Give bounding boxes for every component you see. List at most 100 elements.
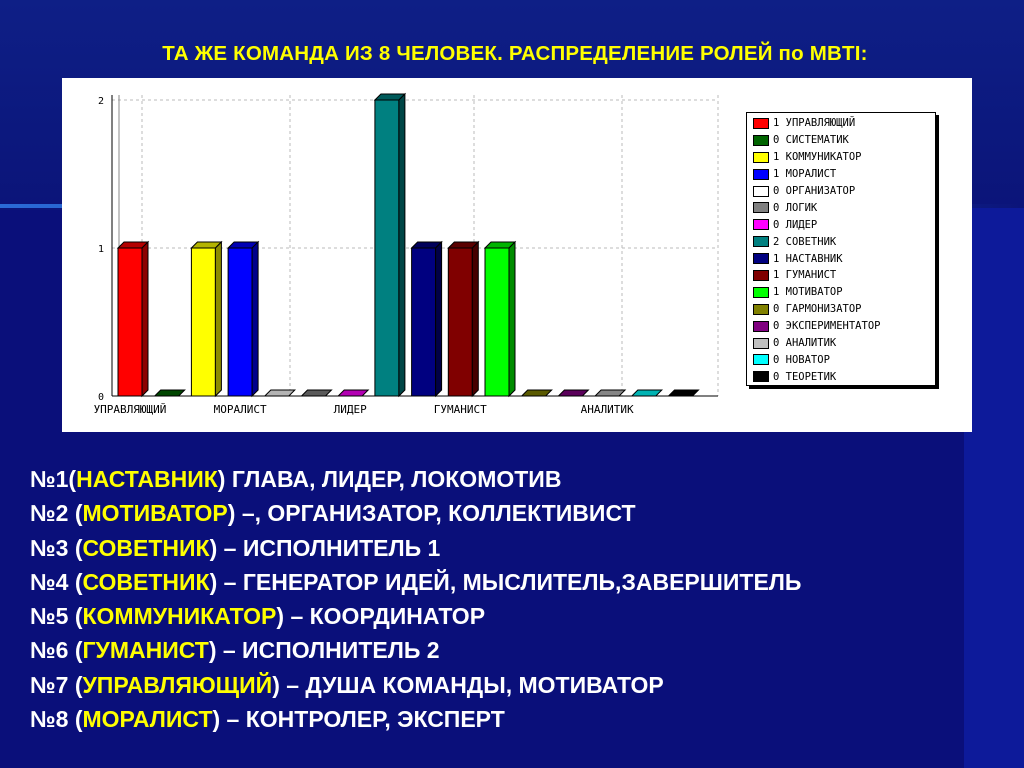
bar-top-ЛОГИК <box>300 389 333 397</box>
bar-top-АНАЛИТИК <box>593 389 627 397</box>
bar-top-СИСТЕМАТИК <box>153 389 186 397</box>
bar-side-УПРАВЛЯЮЩИЙ <box>141 240 149 398</box>
bar-chart: 0 1 2 УПРАВЛЯЮЩИЙ МОРАЛИСТ ЛИДЕР ГУМАНИСТ АНАЛИ… <box>94 92 719 416</box>
role-name: УПРАВЛЯЮЩИЙ <box>82 671 273 698</box>
role-line: №4 (СОВЕТНИК) – ГЕНЕРАТОР ИДЕЙ, МЫСЛИТЕЛ… <box>30 568 802 595</box>
bar-side-МОТИВАТОР <box>508 240 516 398</box>
legend-swatch <box>753 303 769 315</box>
bar-top-ЭКСПЕРИМЕНТАТОР <box>557 389 590 397</box>
legend-swatch <box>753 354 769 366</box>
legend-label: 1 МОТИВАТОР <box>773 286 843 299</box>
bar-УПРАВЛЯЮЩИЙ <box>117 247 143 397</box>
bar-ГУМАНИСТ <box>447 247 473 397</box>
role-line: №8 (МОРАЛИСТ) – КОНТРОЛЕР, ЭКСПЕРТ <box>30 706 505 733</box>
bar-МОРАЛИСТ <box>227 247 253 397</box>
background-right-panel <box>964 208 1024 768</box>
legend-swatch <box>753 371 769 383</box>
chart-legend: 1 УПРАВЛЯЮЩИЙ 0 СИСТЕМАТИК 1 КОММУНИКАТОР 1… <box>746 112 936 386</box>
legend-item: 1 МОТИВАТОР <box>753 284 935 301</box>
bar-КОММУНИКАТОР <box>190 247 216 397</box>
role-name: ГУМАНИСТ <box>82 637 209 664</box>
legend-swatch <box>753 117 769 129</box>
legend-label: 0 ОРГАНИЗАТОР <box>773 185 856 197</box>
role-line: №1(НАСТАВНИК) ГЛАВА, ЛИДЕР, ЛОКОМОТИВ <box>30 466 562 492</box>
legend-label: 0 ТЕОРЕТИК <box>773 370 837 383</box>
y-tick-label: 0 <box>98 392 104 403</box>
bar-side-НАСТАВНИК <box>435 240 443 398</box>
bar-СОВЕТНИК <box>374 99 400 397</box>
legend-swatch <box>753 269 769 281</box>
legend-item: 0 НОВАТОР <box>753 351 935 368</box>
legend-item: 0 СИСТЕМАТИК <box>753 132 935 149</box>
x-tick-label: ГУМАНИСТ <box>434 403 487 416</box>
role-name: МОТИВАТОР <box>82 500 228 527</box>
role-name: КОММУНИКАТОР <box>82 603 277 630</box>
legend-label: 0 ЭКСПЕРИМЕНТАТОР <box>773 320 881 333</box>
legend-item: 1 УПРАВЛЯЮЩИЙ <box>753 115 935 132</box>
legend-swatch <box>753 185 769 197</box>
legend-label: 0 АНАЛИТИК <box>773 337 837 350</box>
legend-swatch <box>753 286 769 298</box>
bar-top-ТЕОРЕТИК <box>667 389 700 397</box>
role-name: МОРАЛИСТ <box>82 706 213 733</box>
role-line: №5 (КОММУНИКАТОР) – КООРДИНАТОР <box>30 603 486 630</box>
role-name: СОВЕТНИК <box>82 534 210 561</box>
legend-swatch <box>753 320 769 332</box>
legend-item: 1 НАСТАВНИК <box>753 250 935 267</box>
legend-item: 0 ТЕОРЕТИК <box>753 368 935 385</box>
legend-item: 0 ЛОГИК <box>753 199 935 216</box>
bar-НАСТАВНИК <box>411 247 437 397</box>
y-tick-label: 2 <box>98 96 104 107</box>
bar-side-МОРАЛИСТ <box>251 240 259 398</box>
slide-title: ТА ЖЕ КОМАНДА ИЗ 8 ЧЕЛОВЕК. РАСПРЕДЕЛЕНИ… <box>162 42 868 65</box>
bar-side-СОВЕТНИК <box>398 92 406 398</box>
legend-label: 0 ЛОГИК <box>773 201 818 214</box>
legend-label: 0 СИСТЕМАТИК <box>773 134 849 147</box>
legend-item: 1 ГУМАНИСТ <box>753 267 935 284</box>
legend-label: 1 УПРАВЛЯЮЩИЙ <box>773 117 856 130</box>
legend-swatch <box>753 151 769 163</box>
legend-item: 1 МОРАЛИСТ <box>753 166 935 183</box>
legend-item: 2 СОВЕТНИК <box>753 233 935 250</box>
legend-label: 0 ЛИДЕР <box>773 218 818 231</box>
role-name: НАСТАВНИК <box>76 466 218 492</box>
legend-item: 0 ГАРМОНИЗАТОР <box>753 301 935 318</box>
chart-panel: 0 1 2 УПРАВЛЯЮЩИЙ МОРАЛИСТ ЛИДЕР ГУМАНИСТ АНАЛИ… <box>62 78 972 432</box>
role-description-list: №1(НАСТАВНИК) ГЛАВА, ЛИДЕР, ЛОКОМОТИВ №2… <box>30 462 1020 736</box>
legend-swatch <box>753 337 769 349</box>
legend-swatch <box>753 236 769 248</box>
x-tick-label: МОРАЛИСТ <box>214 403 267 416</box>
role-line: №7 (УПРАВЛЯЮЩИЙ) – ДУША КОМАНДЫ, МОТИВАТ… <box>30 671 664 698</box>
legend-item: 0 АНАЛИТИК <box>753 335 935 352</box>
legend-label: 1 КОММУНИКАТОР <box>773 151 862 164</box>
role-line: №3 (СОВЕТНИК) – ИСПОЛНИТЕЛЬ 1 <box>30 534 441 561</box>
legend-label: 2 СОВЕТНИК <box>773 235 837 248</box>
x-tick-label: УПРАВЛЯЮЩИЙ <box>94 403 167 416</box>
legend-item: 0 ЭКСПЕРИМЕНТАТОР <box>753 318 935 335</box>
bar-top-ГАРМОНИЗАТОР <box>520 389 553 397</box>
legend-swatch <box>753 253 769 265</box>
legend-swatch <box>753 202 769 214</box>
legend-label: 1 ГУМАНИСТ <box>773 269 837 282</box>
legend-swatch <box>753 134 769 146</box>
bar-side-ГУМАНИСТ <box>471 240 479 398</box>
legend-label: 1 МОРАЛИСТ <box>773 168 837 181</box>
legend-label: 0 НОВАТОР <box>773 353 830 366</box>
bar-top-НОВАТОР <box>630 389 664 397</box>
bar-МОТИВАТОР <box>484 247 510 397</box>
legend-label: 1 НАСТАВНИК <box>773 252 843 265</box>
x-tick-label: АНАЛИТИК <box>581 403 634 416</box>
legend-swatch <box>753 219 769 231</box>
bar-top-ОРГАНИЗАТОР <box>263 389 297 397</box>
x-tick-label: ЛИДЕР <box>334 403 367 416</box>
y-tick-label: 1 <box>98 244 104 255</box>
legend-item: 0 ОРГАНИЗАТОР <box>753 183 935 200</box>
legend-swatch <box>753 168 769 180</box>
role-line: №6 (ГУМАНИСТ) – ИСПОЛНИТЕЛЬ 2 <box>30 637 440 664</box>
role-name: СОВЕТНИК <box>82 568 210 595</box>
legend-label: 0 ГАРМОНИЗАТОР <box>773 303 862 316</box>
legend-item: 1 КОММУНИКАТОР <box>753 149 935 166</box>
bar-side-КОММУНИКАТОР <box>214 240 222 398</box>
role-line: №2 (МОТИВАТОР) –, ОРГАНИЗАТОР, КОЛЛЕКТИВ… <box>30 500 636 527</box>
bar-top-ЛИДЕР <box>336 389 370 397</box>
